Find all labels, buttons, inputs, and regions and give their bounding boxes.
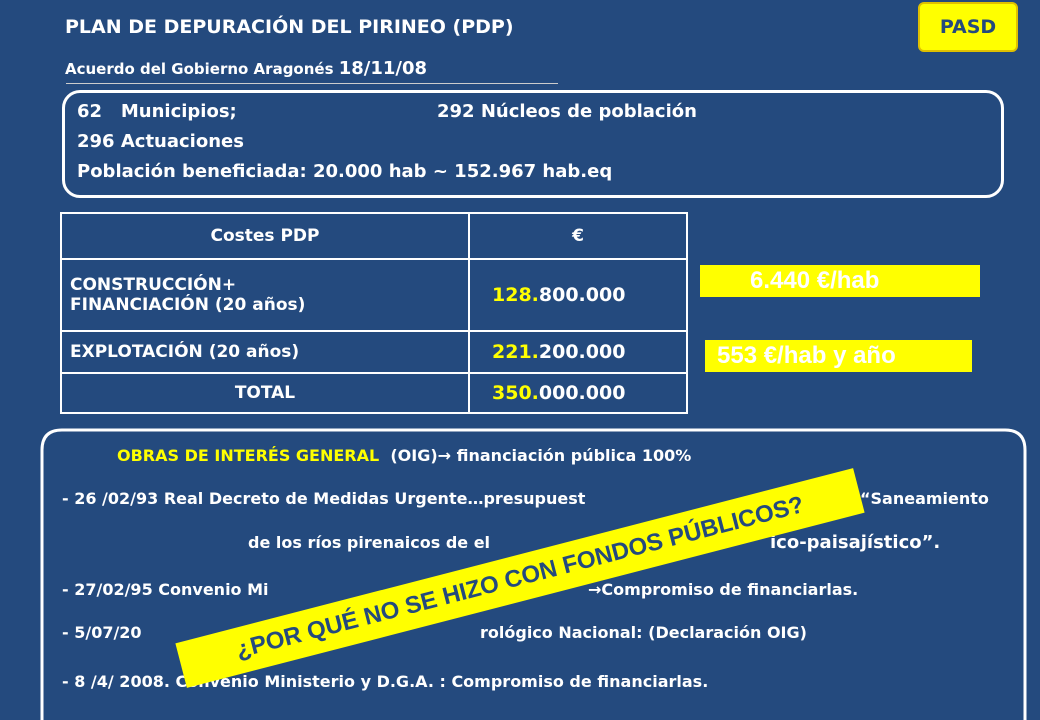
row-label: CONSTRUCCIÓN+ FINANCIACIÓN (20 años) xyxy=(60,258,470,332)
title: PLAN DE DEPURACIÓN DEL PIRINEO (PDP) xyxy=(65,16,514,38)
summary-line: 296 Actuaciones xyxy=(77,131,244,152)
oig-line: →Compromiso de financiarlas. xyxy=(588,580,859,599)
summary-line: 62 Municipios; xyxy=(77,101,237,122)
row-label: TOTAL xyxy=(60,372,470,414)
value-rest: 200.000 xyxy=(538,341,626,363)
frame xyxy=(40,428,1027,720)
value-hi: 128. xyxy=(492,284,539,306)
value-rest: 800.000 xyxy=(538,284,626,306)
label: CONSTRUCCIÓN+ xyxy=(70,275,237,295)
row-value: 221.200.000 xyxy=(468,330,688,374)
header-cell: € xyxy=(468,212,688,260)
oig-line: - 5/07/20 xyxy=(62,623,142,642)
label: FINANCIACIÓN (20 años) xyxy=(70,295,306,315)
oig-line: - 26 /02/93 Real Decreto de Medidas Urge… xyxy=(62,489,586,508)
oig-name: OBRAS DE INTERÉS GENERAL xyxy=(117,446,380,465)
arrow: → xyxy=(437,446,452,465)
ratio: 553 €/hab y año xyxy=(705,340,972,372)
subtitle-date: 18/11/08 xyxy=(338,58,428,79)
oig-rest: financiación pública 100% xyxy=(456,446,692,465)
subtitle: Acuerdo del Gobierno Aragonés 18/11/08 xyxy=(65,58,427,79)
oig-line: “Saneamiento xyxy=(860,489,989,508)
oig-line: - 27/02/95 Convenio Mi xyxy=(62,580,269,599)
rule xyxy=(66,83,558,84)
value-rest: 000.000 xyxy=(538,382,626,404)
ratio: 6.440 €/hab xyxy=(700,265,980,297)
row-value: 128.800.000 xyxy=(468,258,688,332)
oig-line: - 8 /4/ 2008. Convenio Ministerio y D.G.… xyxy=(62,672,709,691)
row-label: EXPLOTACIÓN (20 años) xyxy=(60,330,470,374)
oig-line: ico-paisajístico”. xyxy=(770,532,941,553)
value-hi: 350. xyxy=(492,382,539,404)
summary-line: Población beneficiada: 20.000 hab ~ 152.… xyxy=(77,161,613,182)
cost-table: Costes PDP € CONSTRUCCIÓN+ FINANCIACIÓN (2… xyxy=(60,212,688,414)
label: Municipios; xyxy=(120,101,237,122)
summary-line: 292 Núcleos de población xyxy=(437,101,697,122)
row-value: 350.000.000 xyxy=(468,372,688,414)
header-cell: Costes PDP xyxy=(60,212,470,260)
count: 62 xyxy=(77,101,103,122)
oig-line: de los ríos pirenaicos de el xyxy=(248,533,491,552)
oig-title: OBRAS DE INTERÉS GENERAL (OIG)→ financia… xyxy=(117,446,691,465)
badge: PASD xyxy=(918,2,1018,52)
oig-abbr: (OIG) xyxy=(390,446,438,465)
oig-line: rológico Nacional: (Declaración OIG) xyxy=(480,623,807,642)
subtitle-text: Acuerdo del Gobierno Aragonés xyxy=(65,60,334,78)
summary-box xyxy=(62,90,1004,198)
value-hi: 221. xyxy=(492,341,539,363)
